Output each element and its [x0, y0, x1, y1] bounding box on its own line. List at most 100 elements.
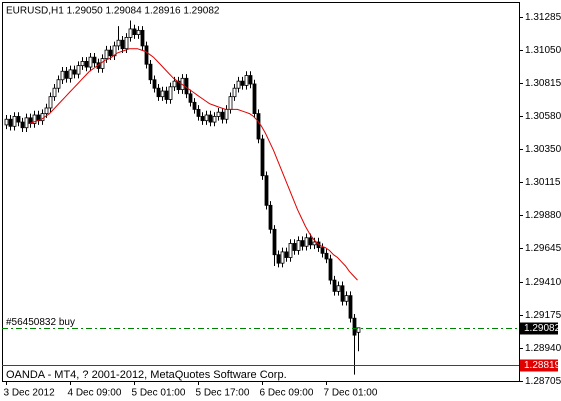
candle-body — [252, 83, 257, 115]
candle-body — [20, 121, 25, 129]
candle-body — [260, 138, 265, 177]
chart-title: EURUSD,H1 1.29050 1.29084 1.28916 1.2908… — [6, 6, 220, 17]
candle-body — [208, 114, 213, 123]
candle-body — [268, 204, 273, 230]
candle-body — [68, 69, 73, 79]
candle-body — [92, 56, 97, 64]
candle-body — [272, 228, 277, 256]
candle-body — [312, 241, 317, 246]
candle-body — [324, 252, 329, 260]
candle-body — [128, 28, 133, 38]
candle-body — [232, 87, 237, 98]
x-tick-label: 4 Dec 09:00 — [68, 388, 122, 399]
level-price-box — [520, 359, 558, 372]
candle-body — [296, 240, 301, 251]
footer: OANDA - MT4, ? 2001-2012, MetaQuotes Sof… — [6, 369, 287, 381]
candle-body — [32, 114, 37, 124]
candle-body — [204, 114, 209, 122]
candle-body — [144, 45, 149, 65]
y-tick-label: 1.29645 — [525, 243, 561, 254]
candle-body — [124, 37, 129, 50]
candle-body — [344, 295, 349, 302]
candle-body — [8, 118, 13, 127]
candle-body — [288, 243, 293, 258]
x-tick-label: 7 Dec 01:00 — [324, 388, 378, 399]
candle-body — [292, 243, 297, 251]
x-tick-label: 5 Dec 01:00 — [132, 388, 186, 399]
candle-body — [352, 317, 357, 336]
candle-body — [116, 39, 121, 47]
candle-body — [56, 79, 61, 89]
candle-body — [216, 111, 221, 117]
candle-body — [256, 113, 261, 140]
y-tick-label: 1.31050 — [525, 45, 561, 56]
candle-body — [84, 61, 89, 68]
candle-body — [60, 70, 65, 81]
candle-body — [200, 116, 205, 122]
level-price-label: 1.29082 — [524, 323, 561, 334]
candle-body — [236, 80, 241, 89]
candle-body — [240, 80, 245, 86]
level-price-label: 1.28819 — [524, 360, 561, 371]
x-tick-label: 6 Dec 09:00 — [260, 388, 314, 399]
candle-body — [192, 101, 197, 110]
y-tick-label: 1.30350 — [525, 144, 561, 155]
candle-body — [244, 75, 249, 86]
candle-body — [156, 87, 161, 98]
candle-body — [188, 93, 193, 103]
candle-body — [104, 49, 109, 59]
y-tick-label: 1.29175 — [525, 310, 561, 321]
y-tick-label: 1.30115 — [525, 177, 561, 188]
candle-body — [168, 86, 173, 100]
candle-body — [152, 79, 157, 89]
candle-body — [304, 237, 309, 247]
candle-body — [164, 90, 169, 100]
candle-body — [12, 116, 17, 127]
candle-body — [308, 237, 313, 246]
candle-body — [140, 29, 145, 47]
candle-body — [64, 70, 69, 79]
y-tick-label: 1.31285 — [525, 12, 561, 23]
candle-body — [300, 240, 305, 247]
plot-frame — [2, 2, 520, 382]
candle-body — [4, 118, 9, 126]
candle-body — [76, 65, 81, 75]
candle-body — [48, 96, 53, 109]
candle-body — [224, 108, 229, 120]
candle-body — [176, 80, 181, 91]
level-label: #56450832 buy — [6, 317, 75, 328]
candle-body — [332, 279, 337, 292]
candle-body — [320, 247, 325, 254]
candle-body — [328, 258, 333, 281]
candle-body — [160, 90, 165, 98]
candle-body — [100, 58, 105, 69]
candle-body — [196, 108, 201, 117]
candle-body — [44, 107, 49, 115]
candle-body — [52, 87, 57, 98]
candle-body — [284, 251, 289, 258]
candle-body — [336, 285, 341, 292]
candle-body — [348, 295, 353, 319]
candle-body — [24, 117, 29, 129]
candle-body — [276, 254, 281, 264]
y-tick-label: 1.28705 — [525, 376, 561, 387]
y-tick-label: 1.30815 — [525, 78, 561, 89]
candle-body — [72, 69, 77, 75]
y-tick-label: 1.29410 — [525, 277, 561, 288]
x-tick-label: 5 Dec 17:00 — [196, 388, 250, 399]
moving-average — [29, 48, 358, 281]
candle-body — [172, 80, 177, 88]
candle-body — [220, 111, 225, 120]
candle-body — [108, 49, 113, 57]
candle-body — [280, 251, 285, 264]
candle-body — [356, 327, 361, 333]
candle-body — [80, 61, 85, 67]
candle-body — [340, 285, 345, 302]
candle-body — [264, 175, 269, 206]
candle-body — [228, 96, 233, 110]
candle-body — [120, 39, 125, 50]
x-tick-label: 3 Dec 2012 — [4, 388, 56, 399]
y-tick-label: 1.28940 — [525, 343, 561, 354]
level-price-box — [520, 322, 558, 335]
candle-body — [148, 63, 153, 81]
